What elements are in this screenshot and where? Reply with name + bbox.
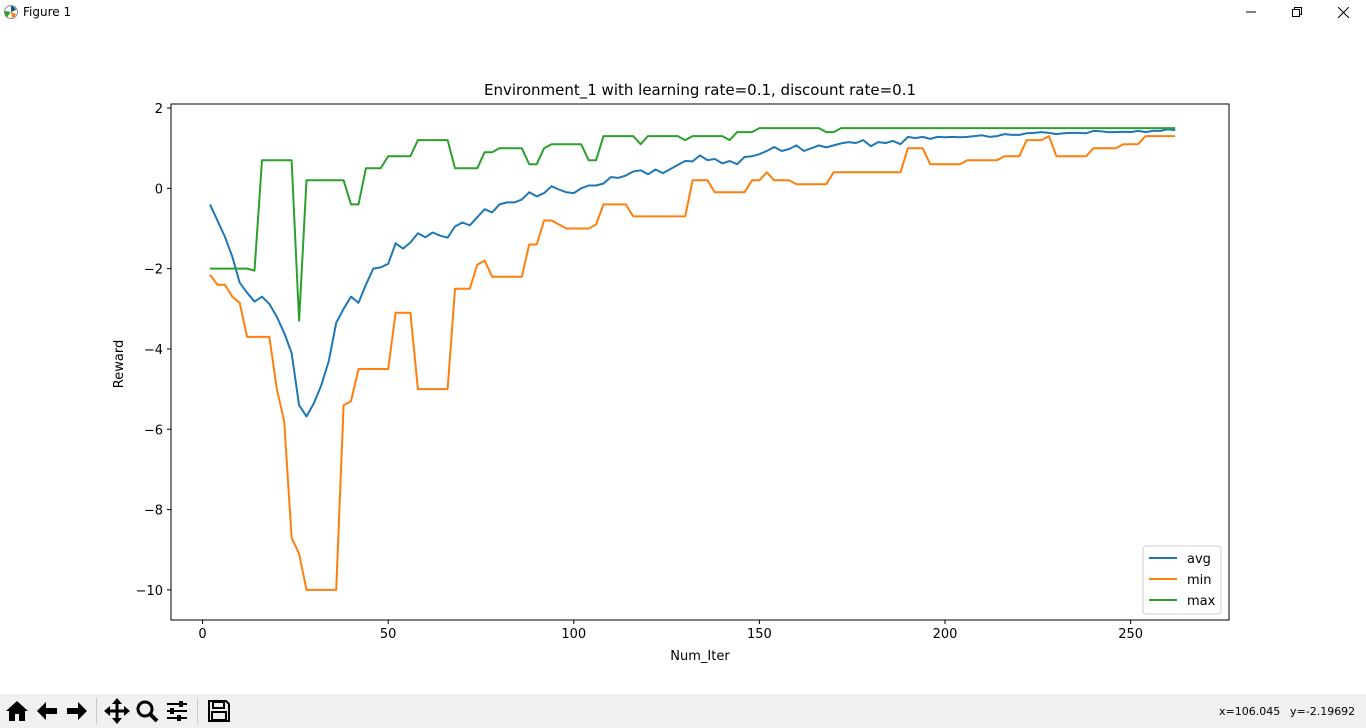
arrow-right-icon [67,702,87,720]
y-axis: 2 0 −2 −4 −6 −8 −10 [136,102,171,599]
series-avg-line [209,128,1176,418]
configure-subplots-button[interactable] [163,697,191,725]
chart-title: Environment_1 with learning rate=0.1, di… [484,81,916,100]
home-button[interactable] [3,697,31,725]
close-icon [1337,6,1349,18]
y-tick-label: −8 [144,504,163,519]
legend: avg min max [1142,545,1222,615]
y-tick-label: −6 [144,423,163,438]
legend-avg-label: avg [1187,552,1211,567]
y-axis-label: Reward [112,340,127,388]
forward-button[interactable] [63,697,91,725]
x-coordinate-readout: x=106.045 [1219,705,1281,718]
navigation-toolbar: x=106.045 y=-2.19692 [0,694,1366,728]
series-max-line [210,127,1176,322]
maximize-button[interactable] [1274,0,1320,24]
legend-box [1142,545,1222,615]
x-tick-label: 50 [380,627,397,642]
y-tick-label: 2 [155,102,163,117]
floppy-disk-icon [208,700,230,722]
home-icon [6,701,28,721]
figure-canvas[interactable]: Environment_1 with learning rate=0.1, di… [0,24,1366,694]
y-coordinate-readout: y=-2.19692 [1290,705,1356,718]
x-axis: 0 50 100 150 200 250 [198,620,1143,642]
y-tick-label: −10 [136,584,163,599]
back-button[interactable] [33,697,61,725]
x-tick-label: 250 [1118,627,1143,642]
legend-max-label: max [1187,594,1216,609]
pan-button[interactable] [103,697,131,725]
toolbar-separator [197,698,198,724]
legend-min-label: min [1187,573,1212,588]
sliders-icon [167,701,187,721]
save-button[interactable] [205,697,233,725]
y-tick-label: 0 [155,182,163,197]
x-tick-label: 0 [198,627,206,642]
y-tick-label: −2 [144,263,163,278]
title-bar: Figure 1 [0,0,1366,24]
x-tick-label: 150 [747,627,772,642]
x-tick-label: 200 [933,627,958,642]
move-icon [104,698,130,724]
x-axis-label: Num_Iter [670,649,730,664]
restore-icon [1292,7,1302,17]
series-layer [209,127,1176,591]
series-min-line [209,135,1176,591]
window-title: Figure 1 [23,5,72,19]
x-tick-label: 100 [561,627,586,642]
arrow-left-icon [37,702,57,720]
axes-frame [170,103,1230,621]
zoom-button[interactable] [133,697,161,725]
minimize-button[interactable] [1228,0,1274,24]
close-button[interactable] [1320,0,1366,24]
minimize-icon [1246,11,1256,13]
magnifier-icon [136,700,159,723]
matplotlib-logo-icon [4,5,18,19]
toolbar-separator [96,698,97,724]
y-tick-label: −4 [144,343,163,358]
